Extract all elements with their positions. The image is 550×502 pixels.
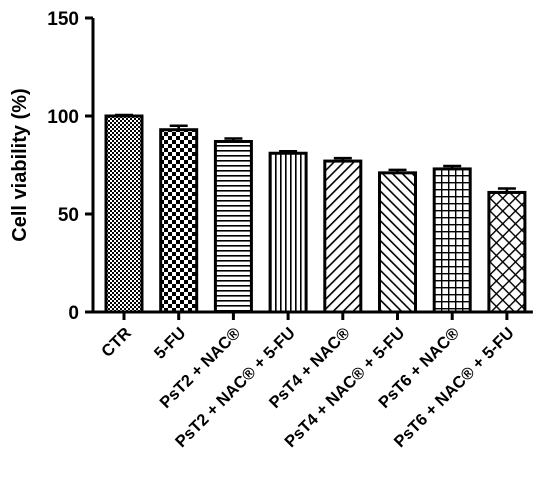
y-axis-title: Cell viability (%) [9, 88, 31, 241]
bar [432, 167, 472, 314]
bar [487, 190, 527, 314]
error-bar [279, 150, 298, 154]
error-bars [115, 113, 516, 193]
x-axis [91, 310, 533, 320]
y-tick-label: 100 [47, 107, 79, 128]
error-bar [497, 187, 516, 193]
error-bar [224, 137, 243, 142]
error-bar [443, 164, 462, 169]
bar [104, 114, 144, 314]
bars [104, 114, 527, 314]
error-bar [115, 113, 133, 117]
bar [213, 139, 253, 314]
bar [159, 128, 199, 314]
error-bar [388, 168, 407, 173]
y-tick-label: 0 [68, 303, 79, 324]
error-bar [333, 156, 352, 162]
bar [268, 151, 308, 314]
x-tick-label: CTR [98, 324, 135, 361]
bar [323, 159, 363, 314]
error-bar [169, 124, 188, 130]
y-tick-label: 150 [47, 9, 79, 30]
y-axis: 0 50 100 150 [47, 9, 95, 324]
bar [378, 171, 417, 314]
y-tick-label: 50 [58, 205, 79, 226]
x-tick-label: 5-FU [151, 324, 190, 363]
